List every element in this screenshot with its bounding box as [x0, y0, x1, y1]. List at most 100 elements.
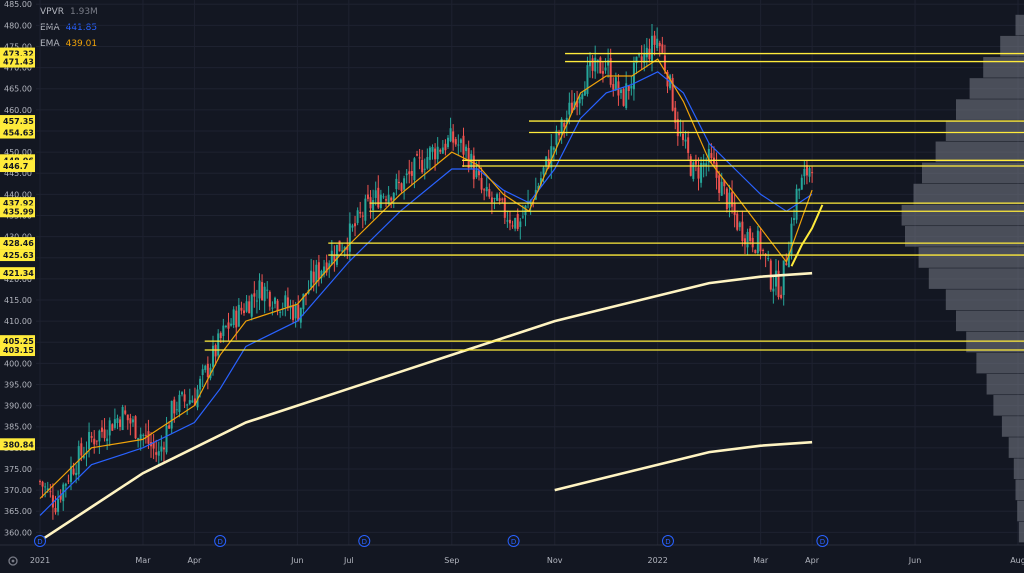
candle	[447, 135, 450, 149]
candle	[266, 281, 269, 299]
price-tag: 425.63	[0, 249, 35, 262]
candle-body	[310, 270, 313, 288]
candle-body	[563, 122, 566, 127]
candle	[377, 175, 380, 209]
candle-body	[152, 442, 155, 449]
candle-body	[131, 419, 134, 423]
price-tag-box	[0, 267, 35, 280]
price-tag-label: 403.15	[3, 346, 34, 355]
candle	[503, 191, 506, 225]
candle	[162, 441, 165, 462]
price-tag: 403.15	[0, 344, 35, 357]
candle	[684, 130, 687, 149]
candle	[511, 220, 514, 229]
candle	[467, 140, 470, 173]
candle	[328, 260, 331, 278]
candle-body	[103, 429, 106, 439]
candle	[116, 414, 119, 430]
candle	[245, 295, 248, 313]
gear-icon[interactable]	[8, 556, 18, 566]
candle-body	[811, 172, 814, 174]
candle	[570, 90, 573, 113]
candle-body	[694, 161, 697, 165]
candle-body	[772, 288, 775, 292]
candles	[39, 24, 814, 520]
candle	[144, 423, 147, 444]
candle-body	[139, 434, 142, 440]
candle	[263, 282, 266, 314]
x-tick-label: Jun	[908, 556, 922, 565]
candle-body	[578, 96, 581, 104]
candle	[441, 140, 444, 154]
candle-body	[144, 434, 147, 436]
price-tag-label: 473.32	[3, 50, 34, 59]
candle	[359, 201, 362, 218]
candle	[364, 194, 367, 225]
candle	[591, 55, 594, 79]
candle	[150, 432, 153, 458]
candle	[586, 56, 589, 97]
candle	[627, 85, 630, 100]
legend-row-ema-slow: EMA 439.01	[40, 36, 98, 52]
candle-body	[292, 305, 295, 320]
candle	[129, 413, 132, 436]
candle	[599, 56, 602, 74]
candle	[609, 48, 612, 88]
candle	[663, 44, 666, 75]
candle-body	[663, 55, 666, 71]
candle-body	[454, 139, 457, 145]
candle	[351, 223, 354, 232]
candle	[439, 148, 442, 155]
volume-profile-bar	[935, 141, 1024, 163]
candle	[333, 245, 336, 272]
dividend-marker-label: D	[37, 538, 42, 546]
volume-profile-bar	[956, 310, 1024, 332]
candle	[317, 254, 320, 287]
candle-body	[88, 432, 91, 450]
candle-body	[98, 430, 101, 442]
volume-profile-bar	[1018, 521, 1024, 543]
candle-body	[392, 192, 395, 201]
candle	[656, 27, 659, 52]
candle-body	[258, 280, 261, 299]
candle	[206, 356, 209, 390]
volume-profile	[901, 14, 1024, 543]
candle	[454, 136, 457, 147]
candle-body	[501, 198, 504, 200]
candle-body	[777, 270, 780, 298]
candle	[137, 437, 140, 448]
y-tick-label: 375.00	[4, 465, 32, 474]
price-tag: 421.34	[0, 267, 35, 280]
candle	[643, 44, 646, 72]
candle	[108, 417, 111, 446]
candle	[452, 124, 455, 151]
price-tag: 446.7	[0, 160, 35, 173]
candle	[224, 324, 227, 329]
candle-body	[54, 507, 57, 513]
dividend-marker-circle	[34, 535, 46, 547]
candle-body	[237, 304, 240, 327]
candle-body	[351, 225, 354, 228]
candle-body	[656, 38, 659, 49]
candle-body	[607, 60, 610, 66]
candle	[488, 183, 491, 199]
candle	[338, 240, 341, 252]
candle-body	[276, 300, 279, 312]
candle-body	[632, 62, 635, 90]
dividend-marker-circle	[214, 535, 227, 547]
candle	[803, 161, 806, 185]
candle-body	[235, 310, 238, 328]
legend-row-ema-fast: EMA 441.85	[40, 20, 98, 36]
candle	[483, 188, 486, 201]
candle	[808, 166, 811, 183]
volume-profile-bar	[986, 373, 1024, 395]
price-tag-label: 425.63	[3, 251, 34, 260]
candle-body	[604, 67, 607, 71]
y-tick-label: 430.00	[4, 233, 32, 242]
candle-body	[436, 146, 439, 160]
candle-body	[653, 35, 656, 45]
candle-body	[452, 131, 455, 143]
candle-body	[635, 56, 638, 64]
candle-body	[426, 157, 429, 169]
